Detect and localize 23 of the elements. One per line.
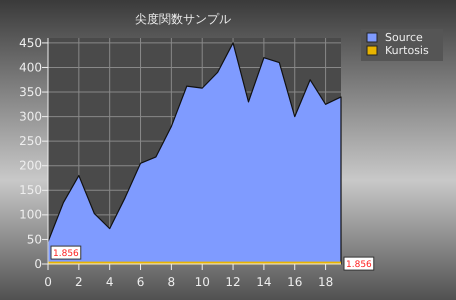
x-tick-label: 18: [318, 275, 334, 290]
x-tick-label: 16: [287, 275, 302, 290]
data-label: 1.856: [346, 260, 372, 270]
x-tick-label: 10: [194, 275, 210, 290]
x-tick-label: 6: [136, 275, 144, 290]
y-tick-label: 300: [19, 109, 42, 124]
x-tick-label: 14: [256, 275, 272, 290]
y-tick-label: 250: [19, 134, 42, 148]
x-tick-label: 12: [225, 275, 241, 290]
y-tick-label: 350: [19, 84, 42, 99]
legend-label: Kurtosis: [385, 44, 429, 57]
x-tick-label: 8: [168, 275, 176, 290]
y-tick-label: 400: [19, 60, 42, 74]
x-tick-label: 2: [75, 275, 83, 290]
y-tick-label: 450: [19, 36, 42, 50]
y-tick-label: 50: [26, 232, 42, 246]
text: Source: [385, 31, 424, 44]
data-label: 1.856: [53, 249, 80, 260]
x-tick-label: 4: [106, 275, 114, 290]
x-tick-label: 0: [44, 275, 52, 290]
chart-title: 尖度関数サンプル: [135, 12, 231, 26]
y-tick-label: 0: [34, 256, 42, 271]
y-tick-label: 100: [19, 208, 42, 222]
